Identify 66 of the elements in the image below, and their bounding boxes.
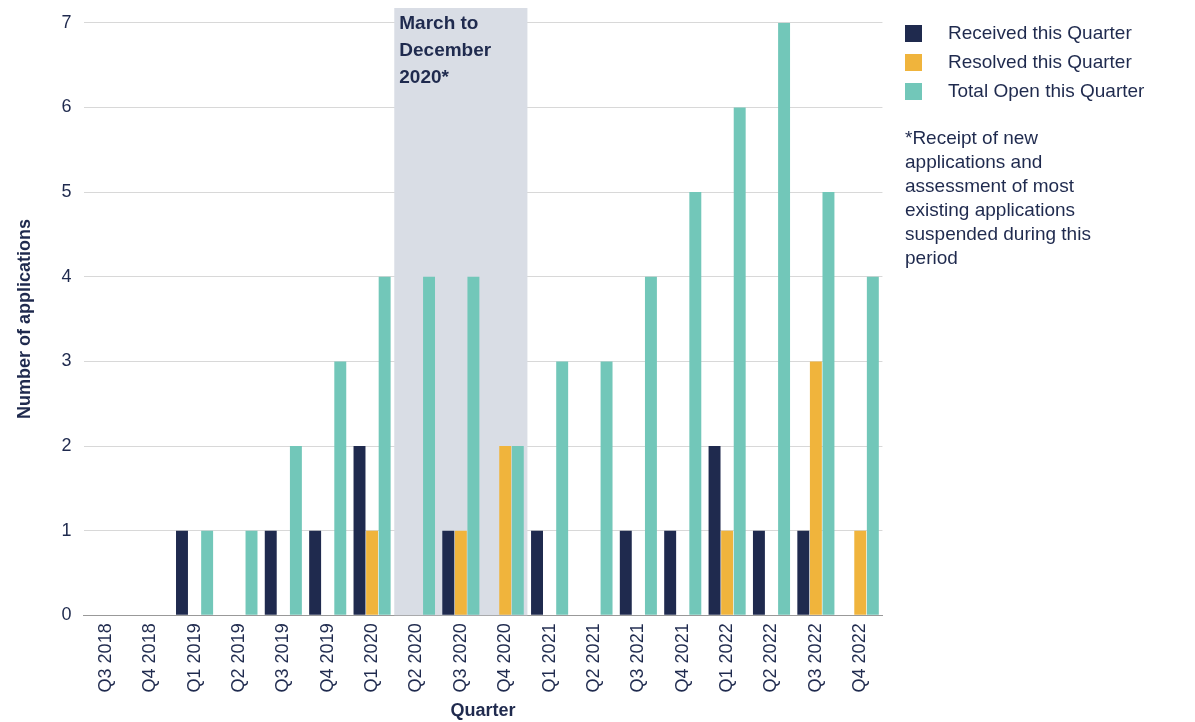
bar — [556, 361, 569, 615]
bar — [264, 530, 277, 615]
bar — [733, 107, 746, 615]
legend-label: Received this Quarter — [948, 22, 1132, 44]
bar — [423, 276, 436, 615]
bar — [809, 361, 822, 615]
x-tick-label: Q1 2019 — [183, 623, 204, 693]
x-axis-title: Quarter — [450, 700, 516, 721]
x-tick-label: Q2 2019 — [227, 623, 248, 693]
bar — [442, 530, 455, 615]
bar — [245, 530, 258, 615]
y-tick-label: 1 — [61, 519, 72, 540]
bar — [289, 446, 302, 615]
x-tick-label: Q3 2020 — [449, 623, 470, 693]
x-tick-label: Q2 2022 — [760, 623, 781, 693]
bar — [689, 192, 702, 615]
bar — [778, 22, 791, 615]
y-tick-label: 7 — [61, 11, 72, 32]
bar — [378, 276, 391, 615]
y-tick-label: 0 — [61, 604, 72, 625]
x-tick-label: Q3 2019 — [272, 623, 293, 693]
bar — [201, 530, 214, 615]
bar — [176, 530, 188, 615]
bar — [309, 530, 322, 615]
x-tick-label: Q3 2022 — [804, 623, 825, 693]
x-tick-label: Q3 2021 — [627, 623, 648, 693]
band-label: March to December 2020* — [399, 11, 492, 87]
x-tick-label: Q4 2018 — [139, 623, 160, 693]
bar — [644, 276, 657, 615]
y-tick-label: 3 — [61, 350, 72, 371]
bar — [531, 530, 543, 615]
bar — [499, 446, 512, 615]
bar — [366, 530, 379, 615]
y-tick-label: 4 — [61, 265, 72, 286]
bar — [708, 446, 721, 615]
bar — [467, 276, 480, 615]
bar — [600, 361, 613, 615]
x-tick-label: Q4 2019 — [316, 623, 337, 693]
bar — [866, 276, 879, 615]
legend-label: Total Open this Quarter — [948, 80, 1145, 102]
y-axis-title: Number of applications — [13, 219, 34, 420]
y-tick-label: 2 — [61, 435, 72, 456]
x-tick-label: Q2 2021 — [582, 623, 603, 693]
x-tick-label: Q1 2021 — [538, 623, 559, 693]
bar — [752, 530, 765, 615]
y-tick-label: 5 — [61, 181, 72, 202]
x-tick-label: Q4 2021 — [671, 623, 692, 693]
bar — [511, 446, 524, 615]
bar — [854, 530, 867, 615]
legend-label: Resolved this Quarter — [948, 51, 1132, 73]
bar — [822, 192, 835, 615]
bar — [619, 530, 632, 615]
x-tick-label: Q4 2022 — [849, 623, 870, 693]
x-tick-label: Q4 2020 — [494, 623, 515, 693]
text: *Receipt of new applications and assessment of most existing applications suspended during this period — [905, 126, 1092, 270]
y-tick-label: 6 — [61, 96, 72, 117]
bar — [353, 446, 366, 615]
bar — [334, 361, 347, 615]
bar — [721, 530, 734, 615]
x-tick-label: Q3 2018 — [94, 623, 115, 693]
x-tick-label: Q1 2020 — [361, 623, 382, 693]
x-tick-label: Q2 2020 — [405, 623, 426, 693]
bar — [454, 530, 467, 615]
x-tick-label: Q1 2022 — [716, 623, 737, 693]
bar — [664, 530, 677, 615]
bar — [797, 530, 810, 615]
